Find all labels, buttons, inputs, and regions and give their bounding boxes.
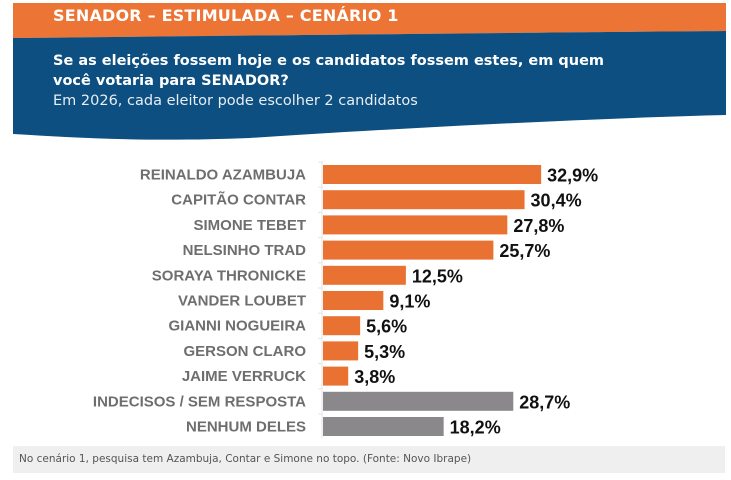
category-label: SORAYA THRONICKE [152,267,306,284]
header-banner [13,3,726,140]
bar [323,291,384,310]
bar [323,190,525,210]
value-label: 30,4% [531,191,582,211]
question-line-2: você votaria para SENADOR? [53,73,289,89]
title-band [13,3,726,38]
value-label: 9,1% [389,292,430,312]
category-label: GERSON CLARO [183,343,306,360]
value-label: 25,7% [499,241,550,261]
subtitle: Em 2026, cada eleitor pode escolher 2 ca… [53,93,418,109]
bar [323,316,361,336]
chart-title: SENADOR – ESTIMULADA – CENÁRIO 1 [53,6,399,25]
value-label: 3,8% [354,367,395,387]
bar [323,366,349,386]
category-label: CAPITÃO CONTAR [171,191,306,209]
bar [323,215,508,235]
bar-chart: REINALDO AZAMBUJA 32,9% CAPITÃO CONTAR 30,4… [93,161,598,439]
value-label: 27,8% [513,216,564,236]
caption-band: No cenário 1, pesquisa tem Azambuja, Con… [13,446,725,473]
bar [323,341,359,361]
category-label: NELSINHO TRAD [183,242,307,259]
value-label: 28,7% [519,392,570,412]
value-label: 18,2% [450,418,501,438]
bar [323,165,542,184]
survey-question: Se as eleições fossem hoje e os candidat… [53,51,653,91]
category-label: REINALDO AZAMBUJA [140,167,306,184]
value-label: 12,5% [412,266,463,286]
question-line-1: Se as eleições fossem hoje e os candidat… [53,53,605,69]
value-label: 32,9% [547,166,598,186]
category-label: INDECISOS / SEM RESPOSTA [93,393,306,410]
category-label: NENHUM DELES [186,419,306,436]
caption: No cenário 1, pesquisa tem Azambuja, Con… [19,453,472,465]
bar [323,417,444,436]
category-label: JAIME VERRUCK [182,368,306,385]
question-band [13,31,726,140]
category-label: VANDER LOUBET [178,293,306,310]
category-label: GIANNI NOGUEIRA [168,318,306,335]
bar [323,391,514,411]
value-label: 5,6% [366,317,407,337]
bar [323,240,494,260]
category-label: SIMONE TEBET [193,217,306,234]
bar [323,265,406,285]
value-label: 5,3% [364,342,405,362]
